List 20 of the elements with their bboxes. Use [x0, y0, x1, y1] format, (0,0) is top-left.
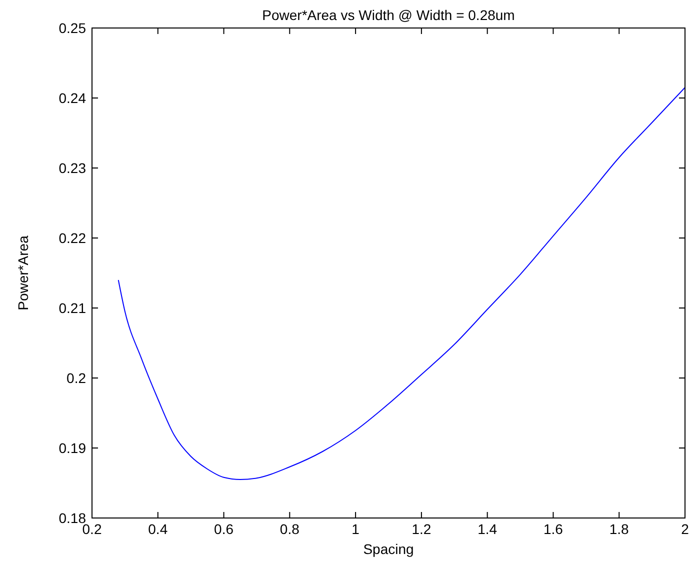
x-tick-label: 0.8 — [280, 521, 300, 537]
x-tick-label: 2 — [681, 521, 690, 537]
line-series — [118, 87, 686, 480]
x-tick-label: 1.4 — [478, 521, 498, 537]
y-tick-label: 0.24 — [58, 90, 86, 106]
x-tick-label: 1 — [352, 521, 360, 537]
x-tick-label: 1.8 — [609, 521, 630, 537]
x-tick-label: 0.6 — [214, 521, 234, 537]
chart-title: Power*Area vs Width @ Width = 0.28um — [262, 7, 515, 23]
x-tick-label: 1.2 — [412, 521, 432, 537]
y-tick-label: 0.25 — [58, 20, 86, 36]
y-axis-title: Power*Area — [15, 235, 31, 310]
x-axis-title: Spacing — [363, 541, 414, 557]
y-tick-label: 0.19 — [58, 440, 86, 456]
y-tick-label: 0.2 — [66, 370, 86, 386]
x-tick-label: 0.4 — [148, 521, 168, 537]
y-tick-label: 0.23 — [58, 160, 86, 176]
x-tick-label: 1.6 — [543, 521, 564, 537]
y-tick-label: 0.21 — [58, 300, 86, 316]
y-tick-label: 0.22 — [58, 230, 86, 246]
